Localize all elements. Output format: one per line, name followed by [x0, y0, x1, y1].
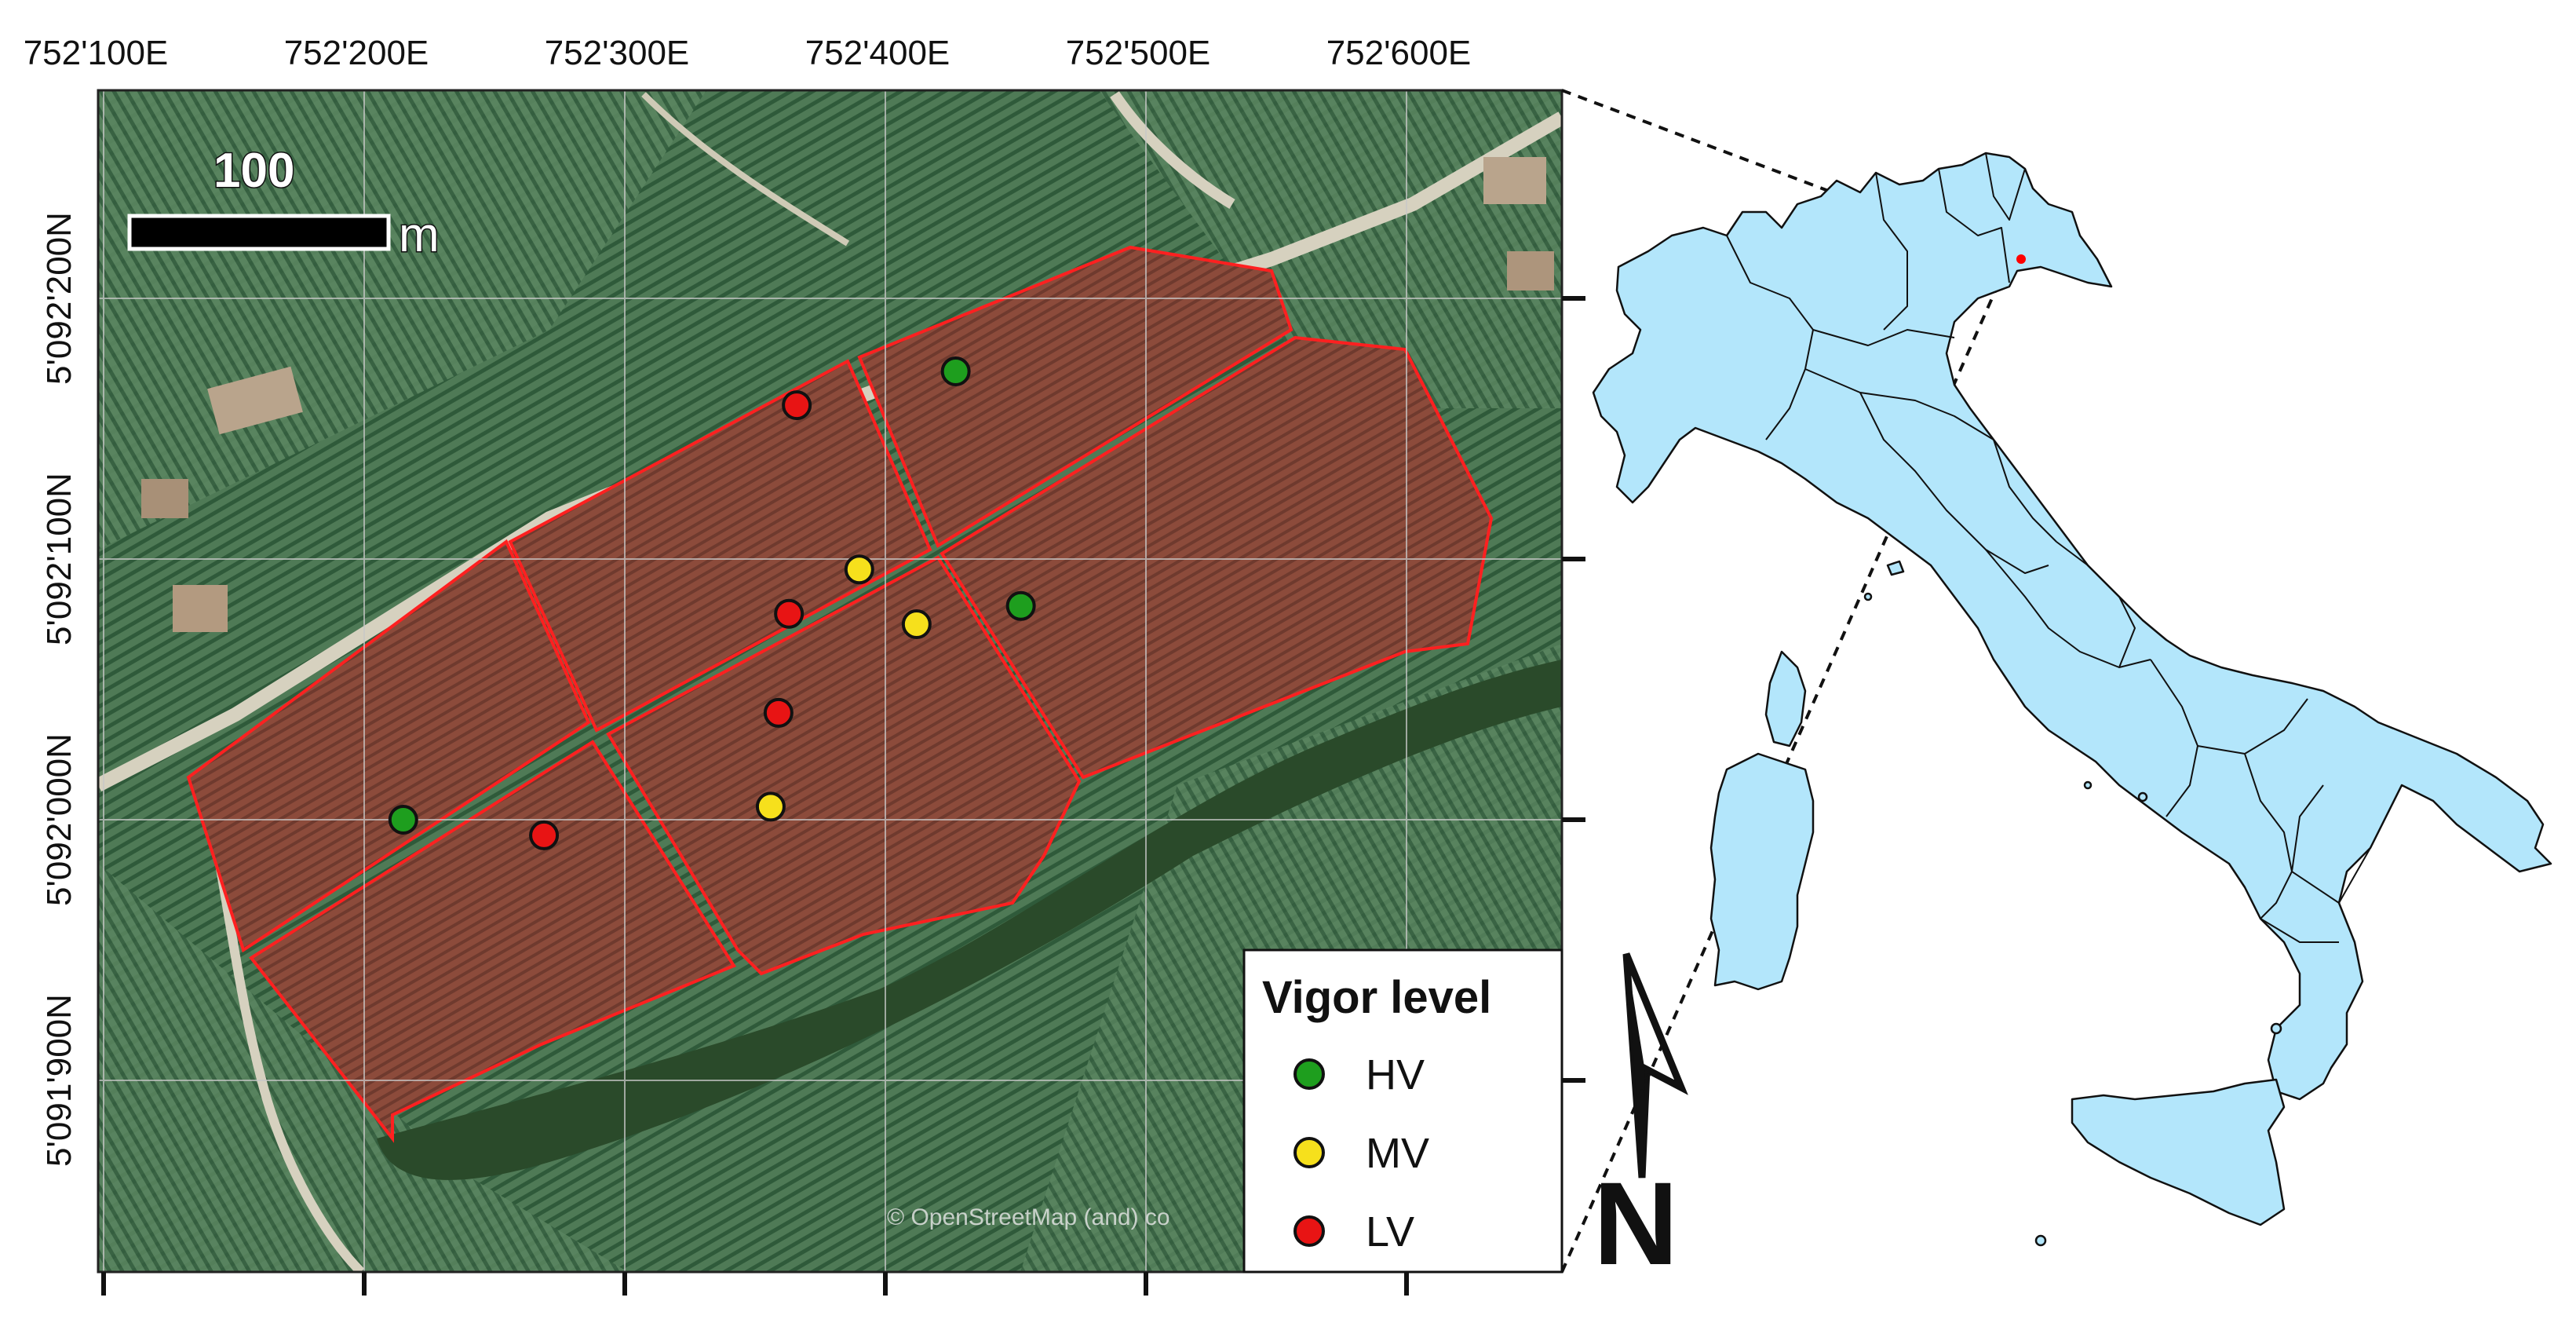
- sample-point-mv: [755, 791, 786, 822]
- x-tick-label: 752'200E: [284, 34, 429, 72]
- scale-bar-rect: [127, 214, 391, 251]
- island: [2137, 791, 2148, 802]
- map-frame: [97, 89, 1563, 1274]
- x-tick-label: 752'600E: [1326, 34, 1472, 72]
- attribution-text: © OpenStreetMap (and) co: [887, 1204, 1170, 1230]
- satellite-map: © OpenStreetMap (and) co: [98, 90, 1562, 1272]
- scale-bar: 100 m: [127, 143, 440, 264]
- sample-point-lv: [774, 598, 805, 629]
- road: [641, 92, 850, 247]
- legend-title: Vigor level: [1262, 972, 1491, 1023]
- scale-value: 100: [213, 144, 294, 198]
- legend-label-lv: LV: [1366, 1208, 1414, 1255]
- plot-b: [940, 335, 1494, 780]
- italy-mainland: [1592, 152, 2552, 1101]
- y-axis-labels: 5'092'200N 5'092'100N 5'092'000N 5'091'9…: [40, 212, 78, 1167]
- study-site-marker: [2016, 254, 2026, 264]
- y-tick-label: 5'092'200N: [40, 212, 78, 385]
- building: [1483, 157, 1546, 204]
- x-axis-labels: 752'100E 752'200E 752'300E 752'400E 752'…: [24, 34, 1472, 72]
- building: [207, 366, 303, 435]
- sample-point-lv: [529, 820, 560, 850]
- plot-d: [606, 555, 1082, 976]
- corsica: [1764, 650, 1807, 747]
- sardinia: [1709, 752, 1815, 991]
- sample-point-mv: [844, 554, 874, 585]
- scale-unit: m: [399, 208, 440, 262]
- x-tick-label: 752'100E: [24, 34, 169, 72]
- island: [1863, 592, 1873, 601]
- tree-belt: [377, 660, 1562, 1180]
- building: [1507, 251, 1554, 291]
- island: [2270, 1022, 2282, 1035]
- plot-a: [857, 245, 1293, 548]
- axis-ticks: [101, 296, 1585, 1296]
- north-arrow: N: [1593, 952, 1688, 1289]
- building: [173, 585, 228, 632]
- plot-c: [508, 359, 932, 733]
- legend-swatch-lv: [1293, 1215, 1325, 1247]
- sample-point-lv: [782, 390, 812, 421]
- x-tick-label: 752'300E: [545, 34, 690, 72]
- sample-point-hv: [940, 356, 971, 386]
- plot-e: [186, 539, 591, 953]
- y-tick-label: 5'092'000N: [40, 733, 78, 906]
- legend-label-mv: MV: [1366, 1130, 1429, 1177]
- sample-point-hv: [1005, 590, 1036, 621]
- island: [2034, 1234, 2047, 1247]
- sample-points: [388, 356, 1036, 850]
- legend-label-hv: HV: [1366, 1051, 1425, 1098]
- sicily: [2071, 1078, 2286, 1226]
- x-tick-label: 752'500E: [1066, 34, 1211, 72]
- island: [2083, 780, 2093, 790]
- sample-point-mv: [901, 609, 932, 639]
- sample-point-hv: [388, 805, 418, 835]
- elba: [1886, 560, 1905, 576]
- coordinate-grid: [98, 90, 1562, 1272]
- y-tick-label: 5'091'900N: [40, 994, 78, 1167]
- north-label: N: [1593, 1157, 1678, 1289]
- plot-f: [249, 740, 736, 1143]
- legend-box: [1242, 948, 1563, 1274]
- legend-swatch-mv: [1293, 1137, 1325, 1168]
- italy-inset-map: [1592, 152, 2552, 1247]
- road: [1110, 91, 1235, 210]
- legend-swatch-hv: [1293, 1058, 1325, 1090]
- building: [141, 479, 188, 518]
- y-tick-label: 5'092'100N: [40, 473, 78, 645]
- sample-point-lv: [763, 697, 794, 728]
- legend: Vigor level HV MV LV: [1242, 948, 1563, 1274]
- vineyard-plots: [186, 245, 1494, 1143]
- region-boundaries: [1726, 152, 2403, 943]
- x-tick-label: 752'400E: [805, 34, 950, 72]
